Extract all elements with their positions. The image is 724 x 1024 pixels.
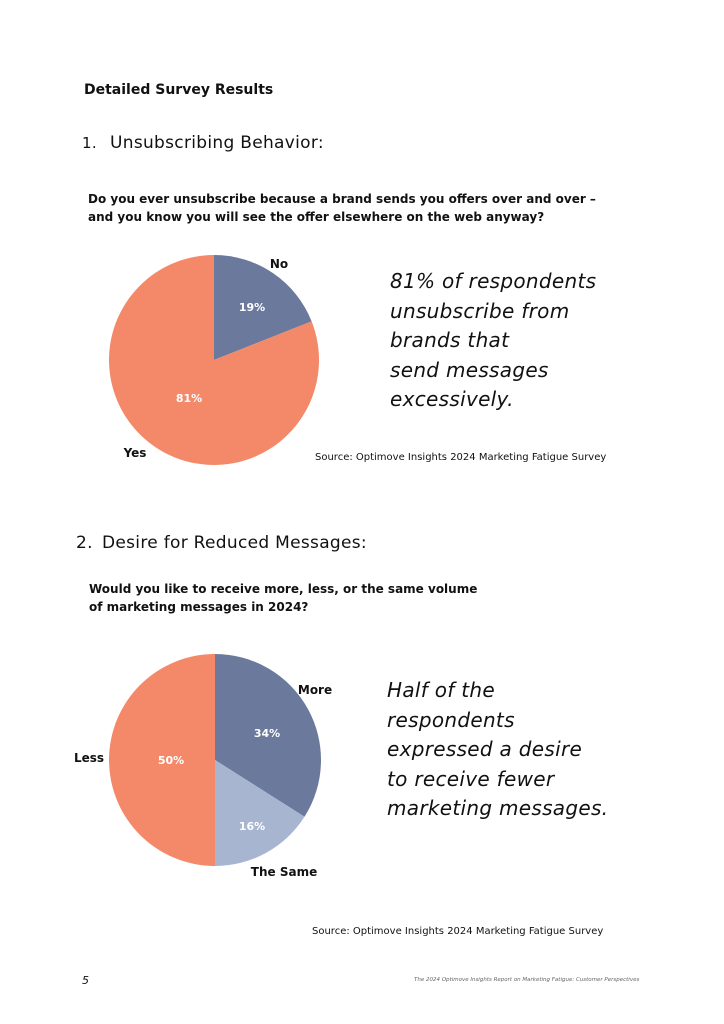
section-2-callout: Half of the respondents expressed a desi… [387,676,608,824]
pie-slice-yes [109,255,320,465]
callout-line: excessively. [390,387,514,411]
callout-line: marketing messages. [387,796,609,820]
value-label-less: 50% [158,754,184,767]
category-label-less: Less [74,751,104,765]
page-heading: Detailed Survey Results [84,82,274,98]
section-2-number: 2. [76,533,93,553]
question-line: Do you ever unsubscribe because a brand … [88,192,596,206]
value-label-yes: 81% [176,392,202,405]
callout-line: respondents [387,707,515,732]
pie-slice-no [214,255,312,360]
question-line: Would you like to receive more, less, or… [89,582,478,596]
value-label-no: 19% [239,301,265,314]
callout-line: expressed a desire [387,737,583,761]
callout-line: Half of the [387,678,496,702]
category-label-no: No [270,257,288,271]
value-label-more: 34% [254,727,280,740]
pie-chart-unsubscribe: 19% No 81% Yes [109,255,320,465]
section-1-title: 1. Unsubscribing Behavior: [82,133,324,153]
question-line: of marketing messages in 2024? [89,600,309,614]
callout-line: 81% of respondents [390,269,597,293]
value-label-the-same: 16% [239,820,265,833]
section-1-number: 1. [82,134,97,152]
category-label-yes: Yes [123,446,147,460]
pie-slice-the-same [215,760,305,867]
pie-slice-less [109,654,215,866]
footer-report-title: The 2024 Optimove Insights Report on Mar… [414,977,640,983]
pie-slice-more [215,654,322,817]
callout-line: send messages [390,357,549,382]
pie-chart-message-volume: 34% More 16% The Same 50% Less [74,654,332,879]
callout-line: unsubscribe from [390,298,570,323]
callout-line: to receive fewer [387,766,555,791]
callout-line: brands that [390,328,510,352]
section-1-question: Do you ever unsubscribe because a brand … [88,190,596,226]
section-1-title-text: Unsubscribing Behavior: [110,133,324,153]
category-label-more: More [298,683,332,697]
section-1-source: Source: Optimove Insights 2024 Marketing… [315,452,607,463]
section-1-callout: 81% of respondents unsubscribe from bran… [390,267,596,415]
section-2-title-text: Desire for Reduced Messages: [102,533,367,553]
section-2-question: Would you like to receive more, less, or… [89,580,477,616]
question-line: and you know you will see the offer else… [88,210,545,224]
page-number: 5 [82,974,89,987]
section-2-title: 2. Desire for Reduced Messages: [76,533,367,553]
category-label-the-same: The Same [251,865,317,879]
section-2-source: Source: Optimove Insights 2024 Marketing… [312,926,604,937]
